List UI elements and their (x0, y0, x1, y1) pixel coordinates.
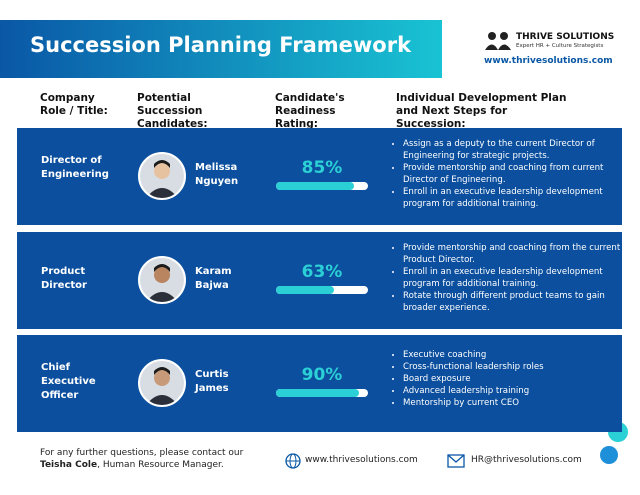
plan-item: Enroll in an executive leadership develo… (403, 186, 633, 210)
rating-bar (276, 389, 359, 397)
plan-item: Board exposure (403, 373, 633, 385)
candidate-name: Karam Bajwa (195, 266, 232, 291)
plan-item: Advanced leadership training (403, 385, 633, 397)
plan-item: Mentorship by current CEO (403, 397, 633, 409)
plan-item: Provide mentorship and coaching from the… (403, 242, 633, 266)
globe-icon (285, 453, 301, 469)
mail-icon (447, 454, 465, 468)
plan-item: Assign as a deputy to the current Direct… (403, 138, 633, 162)
plan-item: Executive coaching (403, 349, 633, 361)
contact-name: Teisha Cole (40, 460, 98, 470)
rating-track (276, 286, 368, 294)
avatar (146, 367, 178, 405)
avatar (146, 264, 178, 302)
row: Director of Engineering Melissa Nguyen 85%… (17, 128, 622, 225)
contact-prefix: For any further questions, please contac… (40, 448, 244, 458)
footer-email: HR@thrivesolutions.com (471, 455, 582, 465)
plan-list: Assign as a deputy to the current Direct… (393, 138, 633, 210)
candidate-name: Melissa Nguyen (195, 162, 239, 187)
plan-list: Provide mentorship and coaching from the… (393, 242, 633, 314)
candidate-name: Curtis James (195, 369, 229, 394)
role: Product Director (41, 266, 87, 291)
brand: THRIVE SOLUTIONS (516, 32, 615, 42)
column-header: Individual Development Plan and Next Ste… (396, 92, 567, 130)
rating-bar (276, 286, 334, 294)
rating-label: 85% (301, 158, 343, 178)
role: Director of Engineering (41, 155, 109, 180)
plan-item: Provide mentorship and coaching from cur… (403, 162, 633, 186)
candidate-photo (138, 359, 186, 407)
avatar (146, 160, 178, 198)
column-header: Candidate's Readiness Rating: (275, 92, 345, 130)
rating-track (276, 182, 368, 190)
website: www.thrivesolutions.com (484, 56, 613, 66)
candidate-photo (138, 152, 186, 200)
rating-bar (276, 182, 355, 190)
candidate-photo (138, 256, 186, 304)
rating-label: 90% (301, 365, 343, 385)
decor-dot (600, 446, 618, 464)
contact: For any further questions, please contac… (40, 447, 260, 471)
role: Chief Executive Officer (41, 362, 96, 401)
contact-suffix: , Human Resource Manager. (97, 460, 224, 470)
column-header: Company Role / Title: (40, 92, 108, 117)
plan-item: Cross-functional leadership roles (403, 361, 633, 373)
rating-label: 63% (301, 262, 343, 282)
tagline: Expert HR + Culture Strategists (516, 43, 604, 49)
footer-website: www.thrivesolutions.com (305, 455, 418, 465)
title: Succession Planning Framework (30, 33, 412, 57)
rating-track (276, 389, 368, 397)
logo-icon (485, 32, 511, 50)
banner (0, 20, 442, 78)
plan-list: Executive coachingCross-functional leade… (393, 349, 633, 409)
plan-item: Rotate through different product teams t… (403, 290, 633, 314)
plan-item: Enroll in an executive leadership develo… (403, 266, 633, 290)
column-header: Potential Succession Candidates: (137, 92, 208, 130)
